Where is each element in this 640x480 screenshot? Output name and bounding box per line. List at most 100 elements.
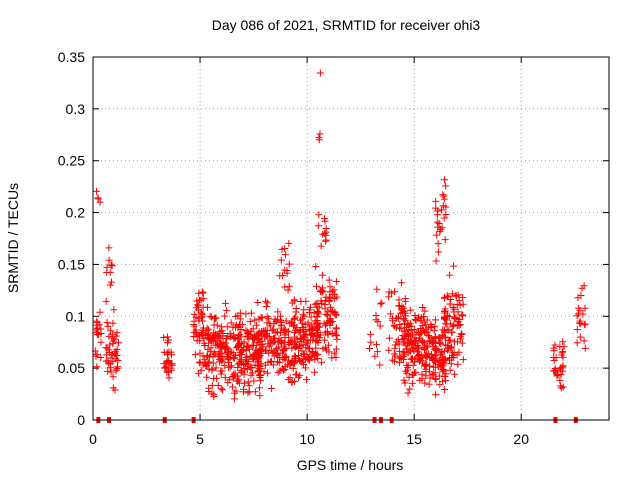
data-point	[454, 291, 462, 299]
data-point	[434, 361, 442, 369]
data-point	[400, 338, 408, 346]
data-point	[228, 362, 236, 370]
data-point	[207, 336, 215, 344]
data-point	[439, 202, 447, 210]
data-point	[385, 346, 393, 354]
data-point	[302, 297, 310, 305]
data-point	[193, 333, 201, 341]
data-point	[453, 300, 461, 308]
data-point	[203, 303, 211, 311]
data-point	[315, 134, 323, 142]
data-point	[239, 388, 247, 396]
data-point	[190, 310, 198, 318]
data-point	[581, 304, 589, 312]
data-point	[226, 333, 234, 341]
data-point	[231, 334, 239, 342]
data-point	[332, 345, 340, 353]
data-point	[205, 339, 213, 347]
data-point	[260, 368, 268, 376]
data-point	[288, 344, 296, 352]
data-point	[103, 344, 111, 352]
data-point	[250, 377, 258, 385]
data-point	[405, 321, 413, 329]
data-point	[326, 295, 334, 303]
data-point	[458, 312, 466, 320]
data-point	[301, 320, 309, 328]
data-point	[423, 361, 431, 369]
data-point	[300, 331, 308, 339]
data-point	[288, 299, 296, 307]
data-point	[223, 306, 231, 314]
data-point	[274, 369, 282, 377]
data-point	[197, 296, 205, 304]
data-point	[282, 317, 290, 325]
data-point	[214, 342, 222, 350]
data-point	[236, 309, 244, 317]
data-point	[210, 329, 218, 337]
data-point	[291, 344, 299, 352]
data-point	[440, 214, 448, 222]
data-point	[321, 230, 329, 238]
data-point	[208, 389, 216, 397]
x-tick-label: 0	[89, 431, 97, 447]
data-point	[221, 374, 229, 382]
data-point	[303, 340, 311, 348]
x-axis-label: GPS time / hours	[297, 457, 404, 473]
data-point	[397, 279, 405, 287]
data-point	[196, 358, 204, 366]
data-point	[247, 371, 255, 379]
data-point	[414, 343, 422, 351]
data-point	[299, 325, 307, 333]
data-point	[433, 218, 441, 226]
data-point	[405, 373, 413, 381]
data-point	[220, 362, 228, 370]
data-point	[104, 322, 112, 330]
data-point	[251, 388, 259, 396]
data-point	[299, 350, 307, 358]
data-point	[322, 237, 330, 245]
data-point	[93, 350, 101, 358]
data-point	[448, 290, 456, 298]
data-point	[269, 325, 277, 333]
data-point	[208, 381, 216, 389]
data-point	[333, 293, 341, 301]
data-point	[247, 309, 255, 317]
data-point	[446, 271, 454, 279]
data-point	[421, 307, 429, 315]
data-point	[576, 333, 584, 341]
data-point	[256, 384, 264, 392]
data-point	[281, 356, 289, 364]
data-point	[242, 354, 250, 362]
data-point	[323, 327, 331, 335]
data-point	[263, 299, 271, 307]
data-point	[230, 395, 238, 403]
data-point	[211, 314, 219, 322]
data-point	[211, 350, 219, 358]
data-point	[278, 364, 286, 372]
data-point	[103, 318, 111, 326]
data-point	[298, 347, 306, 355]
data-point	[406, 306, 414, 314]
data-point	[413, 344, 421, 352]
data-point	[432, 257, 440, 265]
data-point	[232, 312, 240, 320]
data-point	[264, 369, 272, 377]
data-point	[443, 325, 451, 333]
data-point	[300, 312, 308, 320]
data-point	[256, 392, 264, 400]
data-point	[314, 339, 322, 347]
data-point	[278, 339, 286, 347]
data-point	[573, 325, 581, 333]
data-point	[164, 339, 172, 347]
data-point	[445, 312, 453, 320]
data-point	[293, 335, 301, 343]
data-point	[253, 332, 261, 340]
data-point	[212, 364, 220, 372]
data-point	[458, 293, 466, 301]
data-point	[230, 354, 238, 362]
data-point	[249, 325, 257, 333]
data-point	[112, 332, 120, 340]
data-point	[93, 330, 101, 338]
data-point	[434, 248, 442, 256]
data-point	[324, 341, 332, 349]
